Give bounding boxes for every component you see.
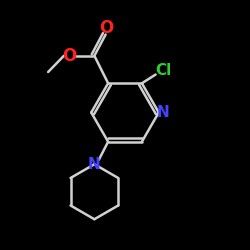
Text: O: O xyxy=(99,19,113,37)
Text: O: O xyxy=(62,47,76,65)
Text: Cl: Cl xyxy=(156,63,172,78)
Text: N: N xyxy=(157,105,170,120)
Text: N: N xyxy=(88,157,101,172)
